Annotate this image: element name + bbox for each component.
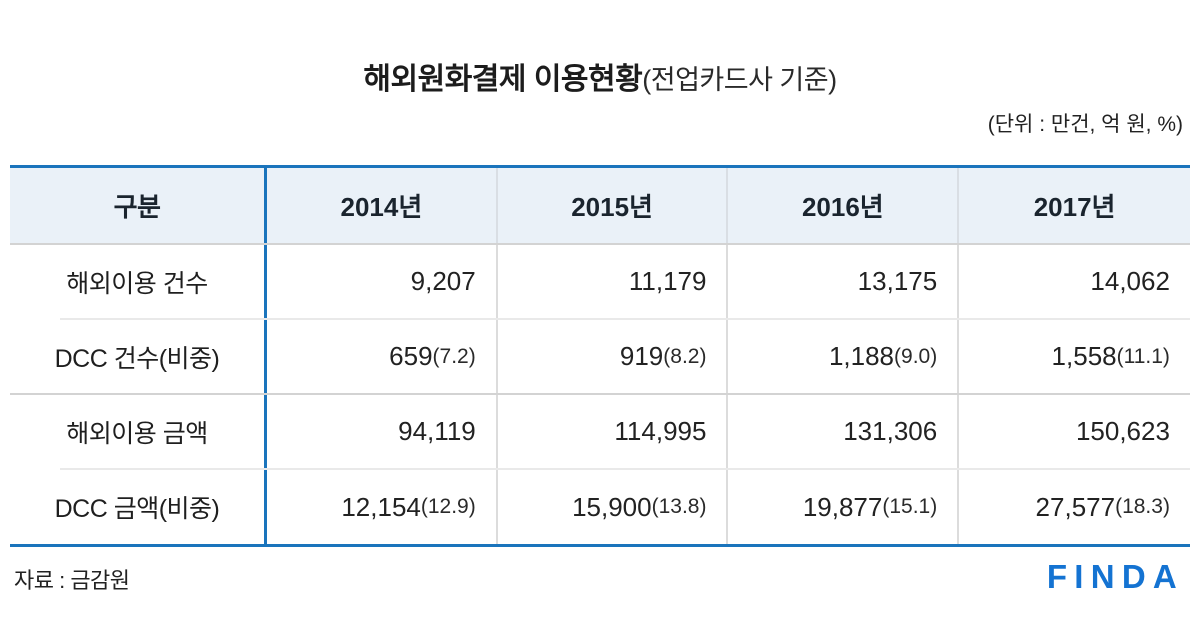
table-row: 해외이용 건수 9,207 11,179 13,175 14,062: [10, 245, 1190, 320]
table-row: DCC 금액(비중) 12,154 (12.9) 15,900 (13.8) 19,…: [10, 470, 1190, 544]
table-row: 해외이용 금액 94,119 114,995 131,306 150,623: [10, 395, 1190, 470]
table-cell: 19,877 (15.1): [728, 470, 960, 544]
table-cell: 1,558 (11.1): [1051, 341, 1170, 371]
row-label: 해외이용 건수: [10, 245, 267, 318]
table-cell: 11,179: [498, 245, 729, 318]
table-cell: 12,154 (12.9): [267, 470, 498, 544]
table-cell: 27,577 (18.3): [1035, 491, 1170, 522]
header-cell-2017: 2017년: [1033, 192, 1116, 222]
header-cell-2015: 2015년: [498, 168, 729, 243]
header-cell-2016: 2016년: [728, 168, 960, 243]
table-cell: 9,207: [267, 245, 498, 318]
table-header-row: 구분 2014년 2015년 2016년 2017년: [10, 168, 1190, 245]
table-cell: 14,062: [1090, 266, 1170, 296]
table-cell: 94,119: [267, 395, 498, 468]
table-cell: 659 (7.2): [267, 320, 498, 393]
table-cell: 15,900 (13.8): [498, 470, 729, 544]
row-label: DCC 건수(비중): [10, 320, 267, 393]
title-sub: (전업카드사 기준): [642, 65, 837, 95]
table-cell: 150,623: [1075, 416, 1170, 446]
table-cell: 1,188 (9.0): [728, 320, 960, 393]
source-note: 자료 : 금감원: [14, 568, 130, 593]
row-label: DCC 금액(비중): [10, 470, 267, 544]
page-title: 해외원화결제 이용현황(전업카드사 기준): [0, 0, 1200, 98]
table-cell: 114,995: [498, 395, 729, 468]
finda-logo: FINDA: [1046, 558, 1184, 595]
data-table: 구분 2014년 2015년 2016년 2017년 해외이용 건수 9,207…: [10, 165, 1190, 547]
table-cell: 131,306: [728, 395, 960, 468]
header-cell-2014: 2014년: [267, 168, 498, 243]
header-cell-category: 구분: [10, 168, 267, 243]
table-cell: 13,175: [728, 245, 960, 318]
unit-note: (단위 : 만건, 억 원, %): [987, 113, 1183, 136]
title-main: 해외원화결제 이용현황: [363, 63, 643, 96]
table-row: DCC 건수(비중) 659 (7.2) 919 (8.2) 1,188 (9.0) …: [10, 320, 1190, 395]
row-label: 해외이용 금액: [10, 395, 267, 468]
table-cell: 919 (8.2): [498, 320, 729, 393]
